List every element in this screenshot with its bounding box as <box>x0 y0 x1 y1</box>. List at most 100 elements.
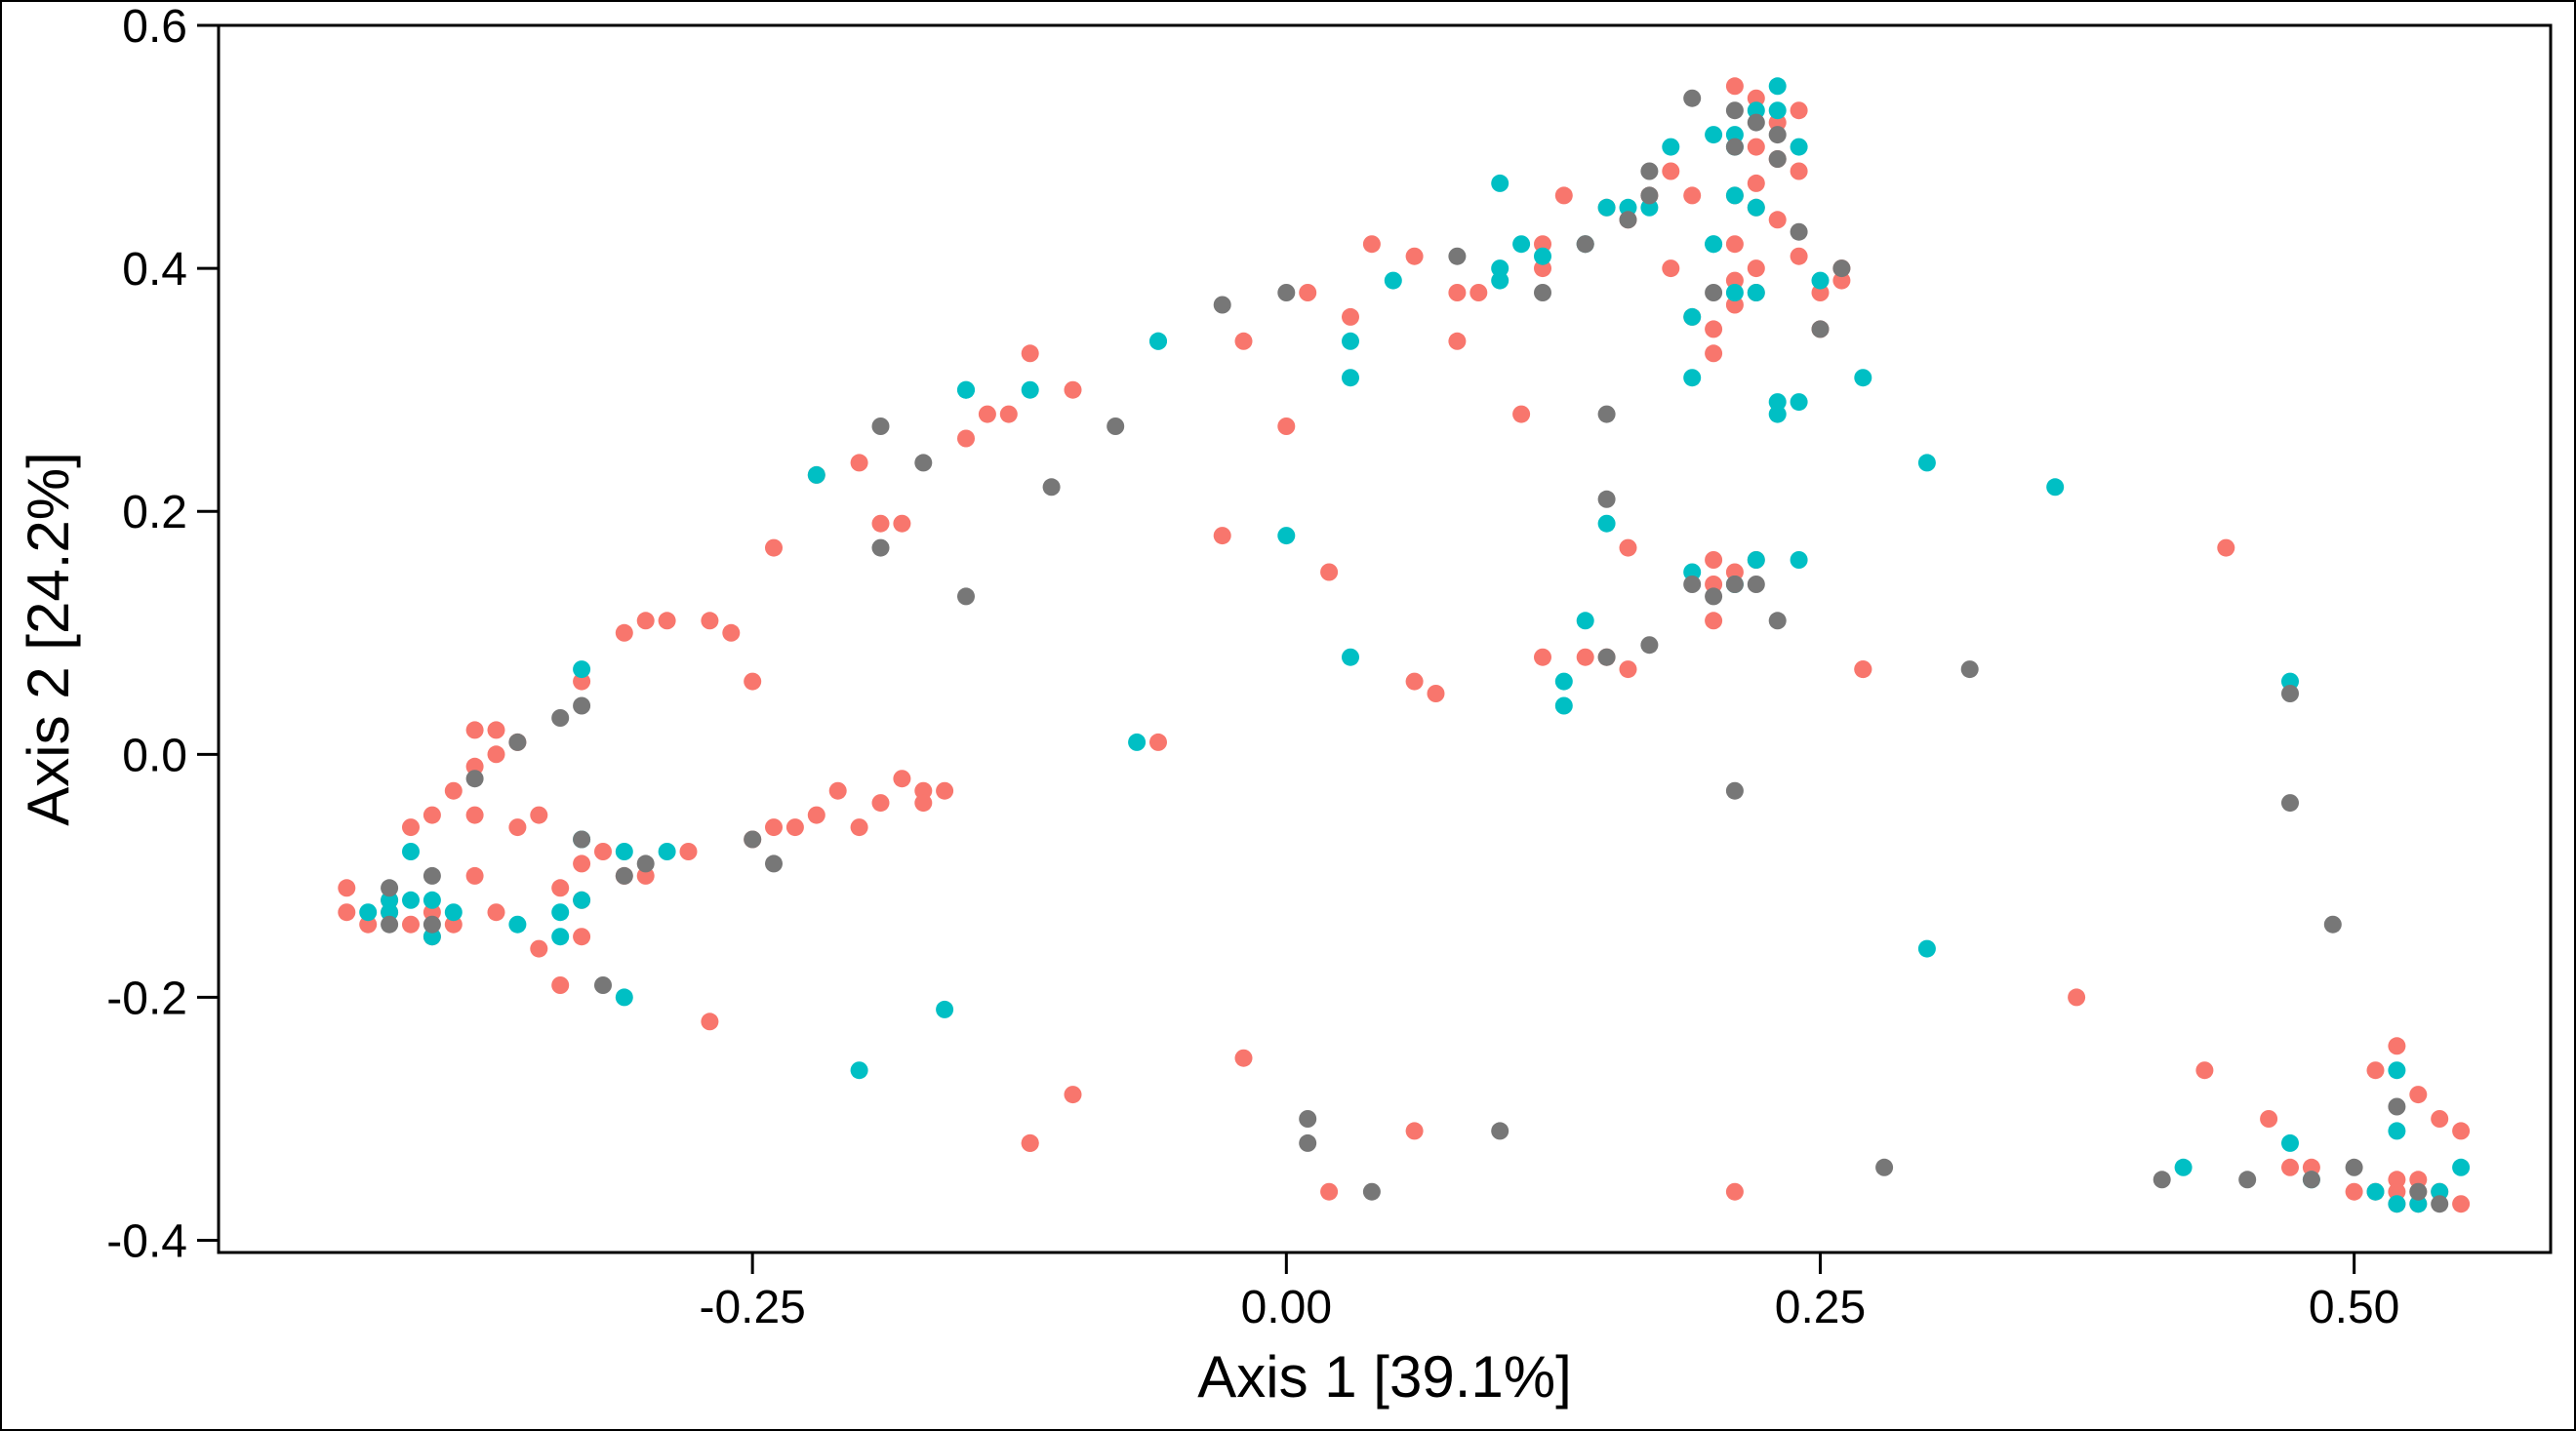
data-point <box>1747 284 1765 301</box>
data-point <box>1725 77 1744 96</box>
data-point <box>381 879 399 897</box>
y-tick-label: 0.0 <box>122 730 187 781</box>
data-point <box>1597 490 1616 508</box>
data-point <box>850 818 868 837</box>
plot-panel <box>217 23 2553 1254</box>
data-point <box>936 781 954 800</box>
data-point <box>2366 1061 2385 1080</box>
data-point <box>914 454 933 472</box>
data-point <box>1917 939 1936 958</box>
data-point <box>402 843 420 860</box>
data-point <box>1619 198 1637 217</box>
data-point <box>2388 1171 2406 1189</box>
data-point <box>2388 1097 2406 1116</box>
data-point <box>1342 307 1359 326</box>
data-point <box>1747 113 1765 132</box>
data-point <box>1811 284 1830 301</box>
data-point <box>1597 514 1616 533</box>
data-point <box>2323 915 2342 934</box>
data-point <box>1832 271 1851 290</box>
data-point <box>1491 1122 1509 1140</box>
data-point <box>850 454 868 472</box>
data-point <box>2195 1061 2214 1080</box>
data-point <box>679 843 698 860</box>
data-point <box>636 612 655 630</box>
data-point <box>1448 247 1467 265</box>
data-point <box>1725 235 1744 254</box>
data-point <box>871 794 890 813</box>
data-point <box>1469 284 1488 301</box>
data-point <box>2452 1195 2471 1213</box>
data-point <box>1747 551 1765 569</box>
data-point <box>2302 1171 2320 1189</box>
y-tick-label: -0.4 <box>106 1216 187 1268</box>
data-point <box>1725 101 1744 120</box>
data-point <box>1619 211 1637 229</box>
data-point <box>893 770 911 788</box>
data-point <box>1790 162 1808 180</box>
data-point <box>957 587 975 606</box>
x-tick-label: -0.25 <box>699 1282 805 1333</box>
data-point <box>1705 587 1723 606</box>
data-point <box>1427 685 1445 702</box>
data-point <box>1768 77 1787 96</box>
x-axis-title: Axis 1 [39.1%] <box>1197 1344 1572 1410</box>
data-point <box>1342 648 1359 666</box>
data-point <box>701 612 719 630</box>
data-point <box>2281 672 2299 691</box>
data-point <box>1554 186 1573 205</box>
x-tick-label: 0.50 <box>2309 1282 2399 1333</box>
data-point <box>381 915 399 934</box>
data-point <box>1640 162 1659 180</box>
data-point <box>785 818 804 837</box>
data-point <box>573 928 591 946</box>
data-point <box>1342 332 1359 350</box>
data-point <box>423 806 441 824</box>
data-point <box>2345 1158 2363 1176</box>
data-point <box>1960 660 1979 679</box>
data-point <box>1854 369 1872 387</box>
data-point <box>2452 1122 2471 1140</box>
data-point <box>978 405 996 423</box>
data-point <box>2302 1158 2320 1176</box>
data-point <box>1128 733 1147 751</box>
data-point <box>2260 1110 2278 1128</box>
data-point <box>744 830 762 849</box>
data-point <box>1725 271 1744 290</box>
data-point <box>807 806 825 824</box>
data-point <box>1021 1133 1039 1152</box>
data-point <box>1149 733 1167 751</box>
data-point <box>1405 672 1424 691</box>
data-point <box>444 781 463 800</box>
data-point <box>615 843 633 860</box>
data-point <box>893 514 911 533</box>
data-point <box>1725 126 1744 144</box>
data-point <box>1619 660 1637 679</box>
data-point <box>2388 1195 2406 1213</box>
data-point <box>2281 794 2299 813</box>
data-point <box>1576 648 1594 666</box>
data-point <box>338 879 356 897</box>
data-point <box>807 465 825 484</box>
data-point <box>1747 198 1765 217</box>
data-point <box>487 745 505 764</box>
data-point <box>957 380 975 399</box>
data-point <box>2174 1158 2193 1176</box>
data-point <box>1597 198 1616 217</box>
data-point <box>1768 211 1787 229</box>
data-point <box>615 988 633 1007</box>
data-point <box>530 939 548 958</box>
data-point <box>1705 612 1723 630</box>
points-layer <box>338 77 2471 1213</box>
data-point <box>1640 198 1659 217</box>
data-point <box>2409 1171 2428 1189</box>
data-point <box>1747 101 1765 120</box>
data-point <box>1747 259 1765 278</box>
data-point <box>2409 1086 2428 1104</box>
data-point <box>1811 320 1830 338</box>
data-point <box>508 818 527 837</box>
data-point <box>573 855 591 873</box>
data-point <box>1576 612 1594 630</box>
data-point <box>573 660 591 679</box>
data-point <box>1768 126 1787 144</box>
